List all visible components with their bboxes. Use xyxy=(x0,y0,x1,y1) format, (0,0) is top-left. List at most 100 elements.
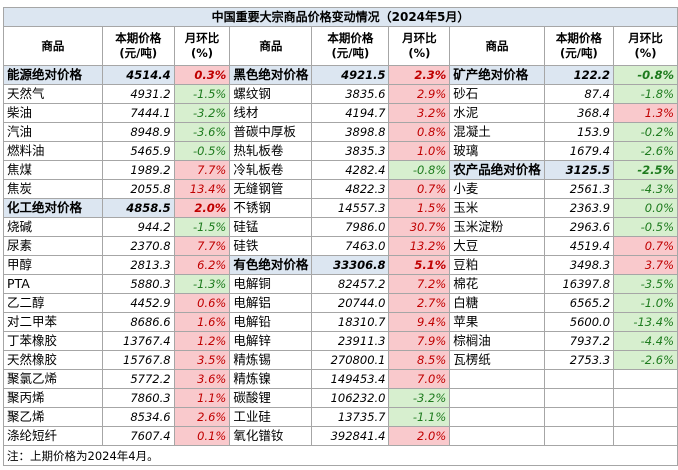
category-name: 矿产绝对价格 xyxy=(449,65,545,85)
table-row: 焦煤 1989.2 7.7% 冷轧板卷 4282.4 -0.8% 农产品绝对价格 3125.5… xyxy=(3,160,678,180)
month-change: 3.6% xyxy=(173,369,231,389)
commodity-name: 苹果 xyxy=(449,312,545,332)
commodity-price: 2561.3 xyxy=(543,179,615,199)
commodity-price: 16397.8 xyxy=(543,274,615,294)
commodity-name: 电解铝 xyxy=(229,293,313,313)
month-change: 0.8% xyxy=(388,122,451,142)
commodity-price: 5772.2 xyxy=(101,369,175,389)
month-change: 7.9% xyxy=(388,331,451,351)
commodity-name: 大豆 xyxy=(449,236,545,256)
commodity-name: 乙二醇 xyxy=(3,293,103,313)
table-row: 对二甲苯 8686.6 1.6% 电解铅 18310.7 9.4% 苹果 5600.0 -13.… xyxy=(3,312,678,332)
commodity-name: 玉米 xyxy=(449,198,545,218)
commodity-price: 6565.2 xyxy=(543,293,615,313)
commodity-price: 4514.4 xyxy=(101,65,175,85)
commodity-name: 玉米淀粉 xyxy=(449,217,545,237)
commodity-name: 尿素 xyxy=(3,236,103,256)
commodity-price: 7860.3 xyxy=(101,388,175,408)
commodity-price: 4921.5 xyxy=(311,65,390,85)
commodity-price: 13767.4 xyxy=(101,331,175,351)
month-change: 1.2% xyxy=(173,331,231,351)
month-change: 7.2% xyxy=(388,274,451,294)
category-name: 化工绝对价格 xyxy=(3,198,103,218)
commodity-name xyxy=(449,388,545,408)
table-row: 聚丙烯 7860.3 1.1% 碳酸锂 106232.0 -3.2% xyxy=(3,388,678,408)
commodity-price: 13735.7 xyxy=(311,407,390,427)
header-name: 商品 xyxy=(3,26,103,66)
month-change: 30.7% xyxy=(388,217,451,237)
commodity-price xyxy=(543,369,615,389)
commodity-price: 4519.4 xyxy=(543,236,615,256)
commodity-price: 15767.8 xyxy=(101,350,175,370)
commodity-name: 无缝钢管 xyxy=(229,179,313,199)
month-change: -3.2% xyxy=(173,103,231,123)
commodity-price: 8534.6 xyxy=(101,407,175,427)
commodity-name: 水泥 xyxy=(449,103,545,123)
month-change: 0.7% xyxy=(613,236,678,256)
month-change: 3.7% xyxy=(613,255,678,275)
month-change: -0.5% xyxy=(613,217,678,237)
commodity-price: 944.2 xyxy=(101,217,175,237)
commodity-price: 2370.8 xyxy=(101,236,175,256)
table-row: 天然橡胶 15767.8 3.5% 精炼锡 270800.1 8.5% 瓦楞纸 2753.3-… xyxy=(3,350,678,370)
month-change: -0.2% xyxy=(613,122,678,142)
commodity-name: 热轧板卷 xyxy=(229,141,313,161)
commodity-price: 18310.7 xyxy=(311,312,390,332)
commodity-price: 7463.0 xyxy=(311,236,390,256)
category-name: 有色绝对价格 xyxy=(229,255,313,275)
month-change: 13.4% xyxy=(173,179,231,199)
month-change: -1.8% xyxy=(613,84,678,104)
commodity-name: 涤纶短纤 xyxy=(3,426,103,446)
commodity-price xyxy=(543,407,615,427)
month-change: -3.6% xyxy=(173,122,231,142)
month-change: 0.0% xyxy=(613,198,678,218)
table-row: 化工绝对价格 4858.5 2.0% 不锈钢 14557.3 1.5% 玉米 2363.9 0.… xyxy=(3,198,678,218)
commodity-name: 电解铜 xyxy=(229,274,313,294)
commodity-name: 工业硅 xyxy=(229,407,313,427)
month-change: -2.6% xyxy=(613,141,678,161)
month-change: 0.3% xyxy=(173,65,231,85)
commodity-price: 5465.9 xyxy=(101,141,175,161)
month-change: 6.2% xyxy=(173,255,231,275)
table-row: 柴油 7444.1 -3.2% 线材 4194.7 3.2% 水泥 368.4 1.3% xyxy=(3,103,678,123)
table-row: 乙二醇 4452.9 0.6% 电解铝 20744.0 2.7% 白糖 6565.2 -1.0% xyxy=(3,293,678,313)
commodity-price: 5880.3 xyxy=(101,274,175,294)
commodity-price: 3835.6 xyxy=(311,84,390,104)
commodity-price: 2963.6 xyxy=(543,217,615,237)
commodity-name: 普碳中厚板 xyxy=(229,122,313,142)
commodity-price xyxy=(543,426,615,446)
month-change: -1.0% xyxy=(613,293,678,313)
table-row: 甲醇 2813.3 6.2% 有色绝对价格 33306.8 5.1% 豆粕 3498.3 3.7… xyxy=(3,255,678,275)
commodity-price: 3898.8 xyxy=(311,122,390,142)
month-change: -4.4% xyxy=(613,331,678,351)
commodity-name: 对二甲苯 xyxy=(3,312,103,332)
commodity-price: 4822.3 xyxy=(311,179,390,199)
month-change: -3.5% xyxy=(613,274,678,294)
commodity-price: 33306.8 xyxy=(311,255,390,275)
commodity-name: 螺纹钢 xyxy=(229,84,313,104)
commodity-price: 4194.7 xyxy=(311,103,390,123)
commodity-price: 1679.4 xyxy=(543,141,615,161)
commodity-name: 燃料油 xyxy=(3,141,103,161)
commodity-name: 天然气 xyxy=(3,84,103,104)
commodity-price: 2813.3 xyxy=(101,255,175,275)
month-change: 1.1% xyxy=(173,388,231,408)
commodity-name: 氧化镨钕 xyxy=(229,426,313,446)
table-row: 涤纶短纤 7607.4 0.1% 氧化镨钕 392841.4 2.0% xyxy=(3,426,678,446)
commodity-name: 丁苯橡胶 xyxy=(3,331,103,351)
commodity-name: 烧碱 xyxy=(3,217,103,237)
month-change: 3.2% xyxy=(388,103,451,123)
commodity-price: 122.2 xyxy=(543,65,615,85)
commodity-name: 不锈钢 xyxy=(229,198,313,218)
commodity-name: 线材 xyxy=(229,103,313,123)
category-name: 黑色绝对价格 xyxy=(229,65,313,85)
header-change: 月环比 (%) xyxy=(173,26,231,66)
commodity-price: 3498.3 xyxy=(543,255,615,275)
commodity-name: 电解锌 xyxy=(229,331,313,351)
commodity-price: 4452.9 xyxy=(101,293,175,313)
commodity-name: 混凝土 xyxy=(449,122,545,142)
commodity-name: 精炼锡 xyxy=(229,350,313,370)
month-change: -1.1% xyxy=(388,407,451,427)
commodity-name: 聚丙烯 xyxy=(3,388,103,408)
commodity-price: 368.4 xyxy=(543,103,615,123)
